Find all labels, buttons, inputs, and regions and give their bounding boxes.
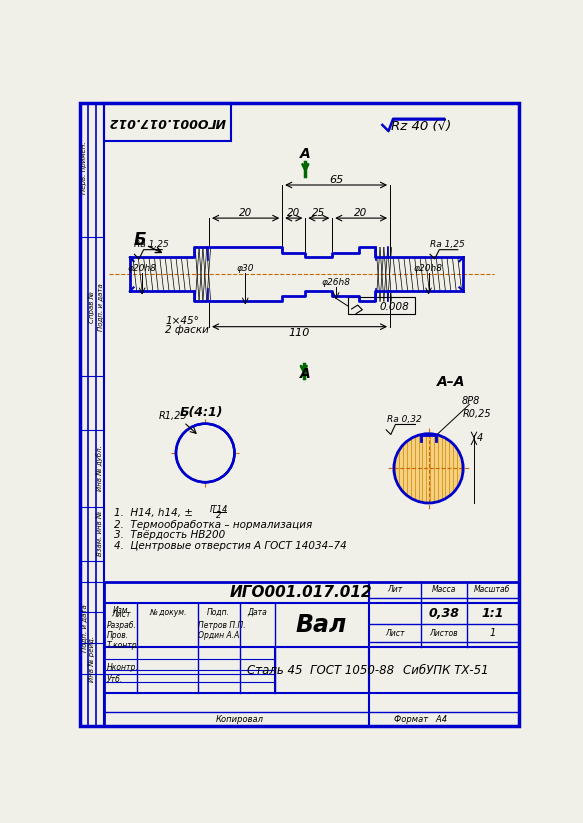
Text: R1,25: R1,25 (159, 411, 187, 421)
Text: Инв № рейд.: Инв № рейд. (89, 635, 95, 681)
Circle shape (176, 424, 234, 482)
Text: Формат   А4: Формат А4 (394, 715, 447, 724)
Bar (104, 103, 231, 141)
Text: Листов: Листов (430, 629, 458, 638)
Bar (104, 582, 519, 727)
Text: Лист: Лист (111, 610, 130, 619)
Text: 1:1: 1:1 (481, 607, 504, 621)
Text: Т.контр.: Т.контр. (107, 641, 140, 650)
Text: Ra 0,32: Ra 0,32 (387, 415, 422, 424)
Text: ИГО001.017.012: ИГО001.017.012 (230, 585, 373, 600)
Text: Б(4:1): Б(4:1) (180, 406, 223, 419)
Text: φ20h8: φ20h8 (128, 263, 157, 272)
Text: 65: 65 (329, 174, 343, 184)
Polygon shape (394, 434, 463, 503)
Text: 1: 1 (489, 628, 496, 638)
Text: Утб.: Утб. (107, 675, 123, 684)
Bar (347, 297, 416, 314)
Text: Пров.: Пров. (107, 631, 129, 640)
Text: Сталь 45  ГОСТ 1050-88: Сталь 45 ГОСТ 1050-88 (247, 663, 394, 677)
Text: 2 фаски: 2 фаски (165, 325, 209, 335)
Text: Копировал: Копировал (216, 715, 264, 724)
Text: Лит: Лит (387, 585, 402, 593)
Text: Вал: Вал (295, 612, 346, 637)
Text: 110: 110 (289, 328, 310, 337)
Text: Инв № дубл.: Инв № дубл. (96, 445, 103, 491)
Text: СибУПК ТХ-51: СибУПК ТХ-51 (403, 663, 489, 677)
Text: Масштаб: Масштаб (474, 585, 511, 593)
Text: R0,25: R0,25 (463, 410, 491, 420)
Text: 25: 25 (312, 207, 325, 218)
Text: А: А (300, 147, 311, 161)
Text: Изм: Изм (113, 606, 128, 615)
Text: 20: 20 (354, 207, 367, 218)
Text: Разраб.: Разраб. (107, 621, 136, 630)
Text: Подп. и дата: Подп. и дата (82, 604, 87, 652)
Text: А: А (300, 367, 311, 381)
Text: Подп.: Подп. (207, 608, 230, 617)
Text: 0,38: 0,38 (429, 607, 459, 621)
Text: ИГО001.017.012: ИГО001.017.012 (108, 115, 226, 128)
Text: φ30: φ30 (237, 263, 254, 272)
Text: Ордин А.А.: Ордин А.А. (198, 631, 241, 640)
Text: IT14: IT14 (210, 504, 229, 514)
Text: Ra 1,25: Ra 1,25 (430, 239, 465, 249)
Text: φ26h8: φ26h8 (322, 277, 350, 286)
Text: 2.  Термообработка – нормализация: 2. Термообработка – нормализация (114, 519, 312, 529)
Text: 4: 4 (477, 434, 483, 444)
Text: Ra 1,25: Ra 1,25 (134, 239, 168, 249)
Text: Нконтр.: Нконтр. (107, 663, 138, 672)
Text: 4.  Центровые отверстия А ГОСТ 14034–74: 4. Центровые отверстия А ГОСТ 14034–74 (114, 542, 347, 551)
Text: 8P8: 8P8 (462, 396, 480, 406)
Text: Лист: Лист (385, 629, 405, 638)
Text: Перв. примен.: Перв. примен. (82, 142, 87, 194)
Text: № докум.: № докум. (149, 608, 186, 617)
Text: Б: Б (134, 231, 146, 249)
Text: 20: 20 (287, 207, 300, 218)
Text: Масса: Масса (432, 585, 456, 593)
Text: 2: 2 (216, 511, 222, 520)
Text: 1×45°: 1×45° (165, 315, 199, 326)
Text: Rz 40 (√): Rz 40 (√) (391, 120, 451, 133)
Text: 0.008: 0.008 (379, 302, 409, 312)
Text: Петров П.П.: Петров П.П. (198, 621, 245, 630)
Text: Взам. инв №: Взам. инв № (97, 511, 103, 556)
Text: А–А: А–А (437, 375, 466, 389)
Text: 3.  Твёрдость HB200: 3. Твёрдость HB200 (114, 530, 226, 541)
Text: φ20h8: φ20h8 (414, 263, 443, 272)
Text: Подп. и дата: Подп. и дата (97, 283, 103, 331)
Text: Дата: Дата (247, 608, 266, 617)
Text: 1.  H14, h14, ±: 1. H14, h14, ± (114, 508, 194, 518)
Text: Справ №: Справ № (89, 291, 95, 323)
Text: 20: 20 (238, 207, 252, 218)
